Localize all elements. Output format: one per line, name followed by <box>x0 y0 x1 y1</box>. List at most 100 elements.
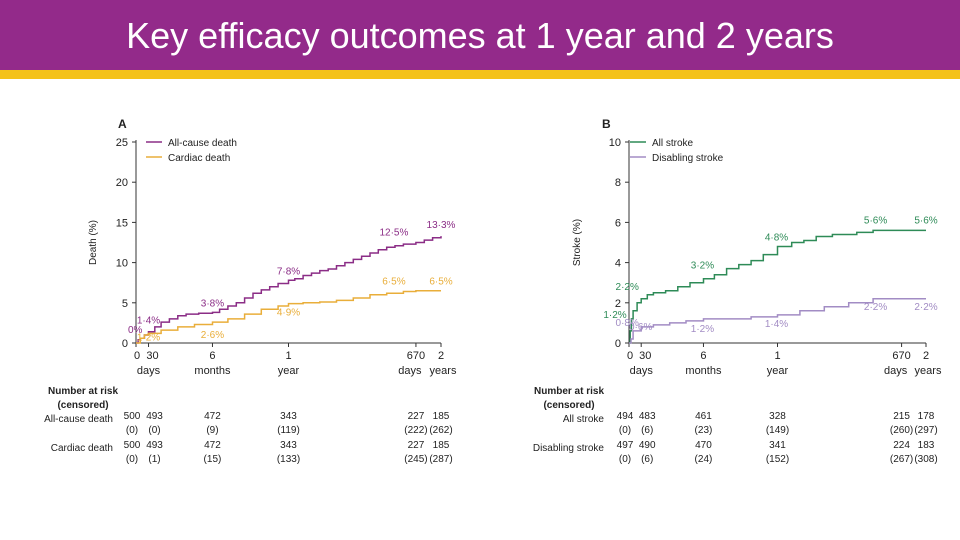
panel-a-risk-count: 227 <box>408 411 425 422</box>
panel-a-x-tick-label: 0 <box>134 350 140 362</box>
slide-title: Key efficacy outcomes at 1 year and 2 ye… <box>126 15 834 56</box>
panel-b-risk-censored: (308) <box>914 454 937 465</box>
panel-a-risk-count: 500 <box>124 411 141 422</box>
accent-bar <box>0 70 960 79</box>
panel-a-data-label: 0% <box>128 325 143 336</box>
panel-a-risk-censored: (15) <box>204 454 222 465</box>
panel-b-x-tick-label: 6 <box>700 350 706 362</box>
panel-b-x-unit-label: months <box>685 365 722 377</box>
panel-a-x-unit-label: days <box>398 365 422 377</box>
panel-a-data-label: 6·5% <box>429 277 452 288</box>
panel-b-x-tick-label: 2 <box>923 350 929 362</box>
panel-b-data-label: 0·8% <box>616 318 639 329</box>
panel-b-x-tick-label: 30 <box>639 350 651 362</box>
panel-a-risk-censored: (245) <box>404 454 427 465</box>
panel-a-data-label: 12·5% <box>379 228 408 239</box>
panel-a-x-tick-label: 670 <box>407 350 425 362</box>
panel-b-data-label: 4·8% <box>765 233 788 244</box>
panel-b-data-label: 1·2% <box>691 324 714 335</box>
panel-a-data-label: 6·5% <box>382 277 405 288</box>
panel-a-risk-count: 493 <box>146 440 163 451</box>
panel-a-x-tick-label: 1 <box>285 350 291 362</box>
panel-a-risk-count: 185 <box>433 411 450 422</box>
panel-a-data-label: 3·8% <box>201 298 224 309</box>
panel-b-x-unit-label: days <box>884 365 908 377</box>
panel-b-y-tick-label: 10 <box>609 137 621 149</box>
panel-b-x-tick-label: 670 <box>892 350 910 362</box>
panel-a-risk-censored: (262) <box>429 425 452 436</box>
panel-a-risk-count: 227 <box>408 440 425 451</box>
panel-a-risk-censored: (0) <box>126 454 138 465</box>
panel-a-risk-subheading: (censored) <box>57 400 108 411</box>
panel-b-risk-count: 497 <box>617 440 634 451</box>
panel-b-risk-censored: (23) <box>695 425 713 436</box>
panel-b-risk-censored: (6) <box>641 454 653 465</box>
panel-a-risk-heading: Number at risk <box>48 386 118 397</box>
panel-b-risk-count: 483 <box>639 411 656 422</box>
panel-b-risk-censored: (6) <box>641 425 653 436</box>
panel-b-risk-censored: (260) <box>890 425 913 436</box>
panel-a-y-tick-label: 10 <box>116 258 128 270</box>
panel-a-risk-row-label: Cardiac death <box>51 443 113 454</box>
panel-b-risk-censored: (24) <box>695 454 713 465</box>
panel-a-legend-label: Cardiac death <box>168 153 230 164</box>
panel-b-data-label: 2·2% <box>914 302 937 313</box>
panel-a-x-tick-label: 30 <box>146 350 158 362</box>
panel-a-risk-count: 493 <box>146 411 163 422</box>
panel-b-data-label: 0·6% <box>629 322 652 333</box>
panel-a-risk-censored: (222) <box>404 425 427 436</box>
panel-a-risk-censored: (287) <box>429 454 452 465</box>
panel-b-risk-count: 215 <box>893 411 910 422</box>
panel-a-x-tick-label: 2 <box>438 350 444 362</box>
panel-b-risk-censored: (152) <box>766 454 789 465</box>
panel-b-risk-heading: Number at risk <box>534 386 604 397</box>
panel-a-data-label: 1·2% <box>137 332 160 343</box>
panel-a-x-unit-label: months <box>194 365 231 377</box>
panel-b-x-unit-label: year <box>767 365 789 377</box>
panel-a-y-tick-label: 15 <box>116 217 128 229</box>
panel-b-y-tick-label: 6 <box>615 217 621 229</box>
panel-b-y-tick-label: 8 <box>615 177 621 189</box>
panel-b-series-all-strokeline <box>629 229 926 344</box>
panel-b-x-unit-label: days <box>630 365 654 377</box>
panel-b-legend-label: All stroke <box>652 138 694 149</box>
panel-b-y-tick-label: 0 <box>615 338 621 350</box>
panel-b-risk-censored: (0) <box>619 454 631 465</box>
panel-b-data-label: 1·2% <box>603 310 626 321</box>
panel-b-risk-count: 494 <box>617 411 634 422</box>
panel-b-risk-count: 224 <box>893 440 910 451</box>
panel-a-y-tick-label: 0 <box>122 338 128 350</box>
panel-b-y-tick-label: 2 <box>615 298 621 310</box>
panel-b-data-label: 5·6% <box>864 215 887 226</box>
panel-a-series-all-cause-deathline <box>136 236 442 344</box>
panel-a-risk-censored: (0) <box>126 425 138 436</box>
panel-a-x-unit-label: days <box>137 365 161 377</box>
panel-a-risk-count: 343 <box>280 411 297 422</box>
panel-a-risk-row-label: All-cause death <box>44 414 113 425</box>
panel-a-risk-count: 343 <box>280 440 297 451</box>
panel-b-x-unit-label: years <box>915 365 942 377</box>
panel-b-data-label: 2·2% <box>864 302 887 313</box>
panel-b-risk-censored: (297) <box>914 425 937 436</box>
panel-a-data-label: 4·9% <box>277 308 300 319</box>
panel-a-risk-censored: (9) <box>206 425 218 436</box>
panel-a-risk-count: 500 <box>124 440 141 451</box>
panel-b-y-label: Stroke (%) <box>572 219 583 266</box>
panel-b-legend-label: Disabling stroke <box>652 153 724 164</box>
panel-b-risk-count: 178 <box>918 411 935 422</box>
panel-a-data-label: 7·8% <box>277 266 300 277</box>
panel-b-data-label: 3·2% <box>691 261 714 272</box>
panel-b-data-label: 2·2% <box>616 282 639 293</box>
panel-b-risk-censored: (0) <box>619 425 631 436</box>
panel-b-risk-row-label: All stroke <box>563 414 605 425</box>
panel-a-x-unit-label: year <box>278 365 300 377</box>
panel-b-risk-count: 490 <box>639 440 656 451</box>
panel-b-risk-subheading: (censored) <box>543 400 594 411</box>
panel-a-y-label: Death (%) <box>88 220 99 265</box>
panel-b-risk-count: 328 <box>769 411 786 422</box>
panel-a-x-tick-label: 6 <box>209 350 215 362</box>
panel-a-risk-censored: (119) <box>277 425 300 436</box>
panel-b-series-disabling-strokeline <box>629 298 926 344</box>
panel-a-label: A <box>118 117 127 131</box>
